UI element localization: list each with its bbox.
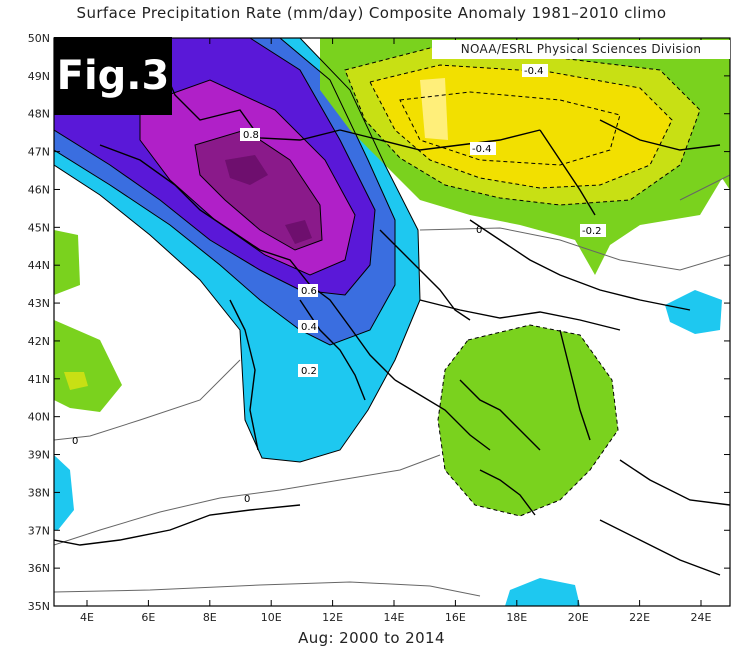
longitude-label: 10E: [261, 611, 282, 624]
latitude-label: 42N: [28, 335, 50, 348]
latitude-label: 36N: [28, 562, 50, 575]
contour-label: 0.6: [301, 286, 317, 297]
longitude-label: 12E: [322, 611, 343, 624]
latitude-label: 44N: [28, 259, 50, 272]
latitude-label: 43N: [28, 297, 50, 310]
longitude-label: 4E: [80, 611, 94, 624]
latitude-label: 46N: [28, 183, 50, 196]
latitude-label: 49N: [28, 70, 50, 83]
longitude-axis: 4E 6E 8E 10E 12E 14E 16E 18E 20E 22E 24E: [80, 38, 712, 624]
longitude-label: 18E: [506, 611, 527, 624]
longitude-label: 20E: [568, 611, 589, 624]
latitude-label: 50N: [28, 32, 50, 45]
contour-fills: [54, 38, 730, 606]
longitude-label: 6E: [141, 611, 155, 624]
latitude-label: 45N: [28, 221, 50, 234]
contour-label: -0.4: [472, 144, 492, 155]
contour-label: -0.2: [582, 226, 602, 237]
latitude-axis: 50N 49N 48N 47N 46N 45N 44N 43N 42N 41N 40N 39N 38N 3…: [28, 32, 730, 613]
longitude-label: 16E: [445, 611, 466, 624]
contour-label: -0.4: [524, 66, 544, 77]
longitude-label: 22E: [629, 611, 650, 624]
latitude-label: 35N: [28, 600, 50, 613]
contour-label: 0.4: [301, 322, 317, 333]
latitude-label: 40N: [28, 411, 50, 424]
contour-label: 0: [476, 225, 482, 236]
contour-label: 0.8: [243, 130, 259, 141]
negative-anomaly-se: [438, 325, 618, 516]
latitude-label: 41N: [28, 373, 50, 386]
contour-labels: 0.8 0.6 0.4 0.2 -0.4 -0.4 -0.2 0 0 0: [72, 64, 606, 505]
map-subtitle: Aug: 2000 to 2014: [298, 629, 445, 647]
latitude-label: 47N: [28, 146, 50, 159]
contour-label: 0.2: [301, 366, 317, 377]
contour-label: 0: [244, 494, 250, 505]
figure-label: Fig.3: [54, 37, 172, 115]
longitude-label: 8E: [203, 611, 217, 624]
map-title: Surface Precipitation Rate (mm/day) Comp…: [76, 4, 667, 22]
latitude-label: 39N: [28, 449, 50, 462]
plot-frame: [53, 37, 731, 607]
latitude-label: 38N: [28, 486, 50, 499]
contour-label: 0: [72, 436, 78, 447]
longitude-label: 24E: [691, 611, 712, 624]
credit-label: NOAA/ESRL Physical Sciences Division: [432, 40, 730, 59]
longitude-label: 14E: [384, 611, 405, 624]
latitude-label: 48N: [28, 108, 50, 121]
latitude-label: 37N: [28, 524, 50, 537]
